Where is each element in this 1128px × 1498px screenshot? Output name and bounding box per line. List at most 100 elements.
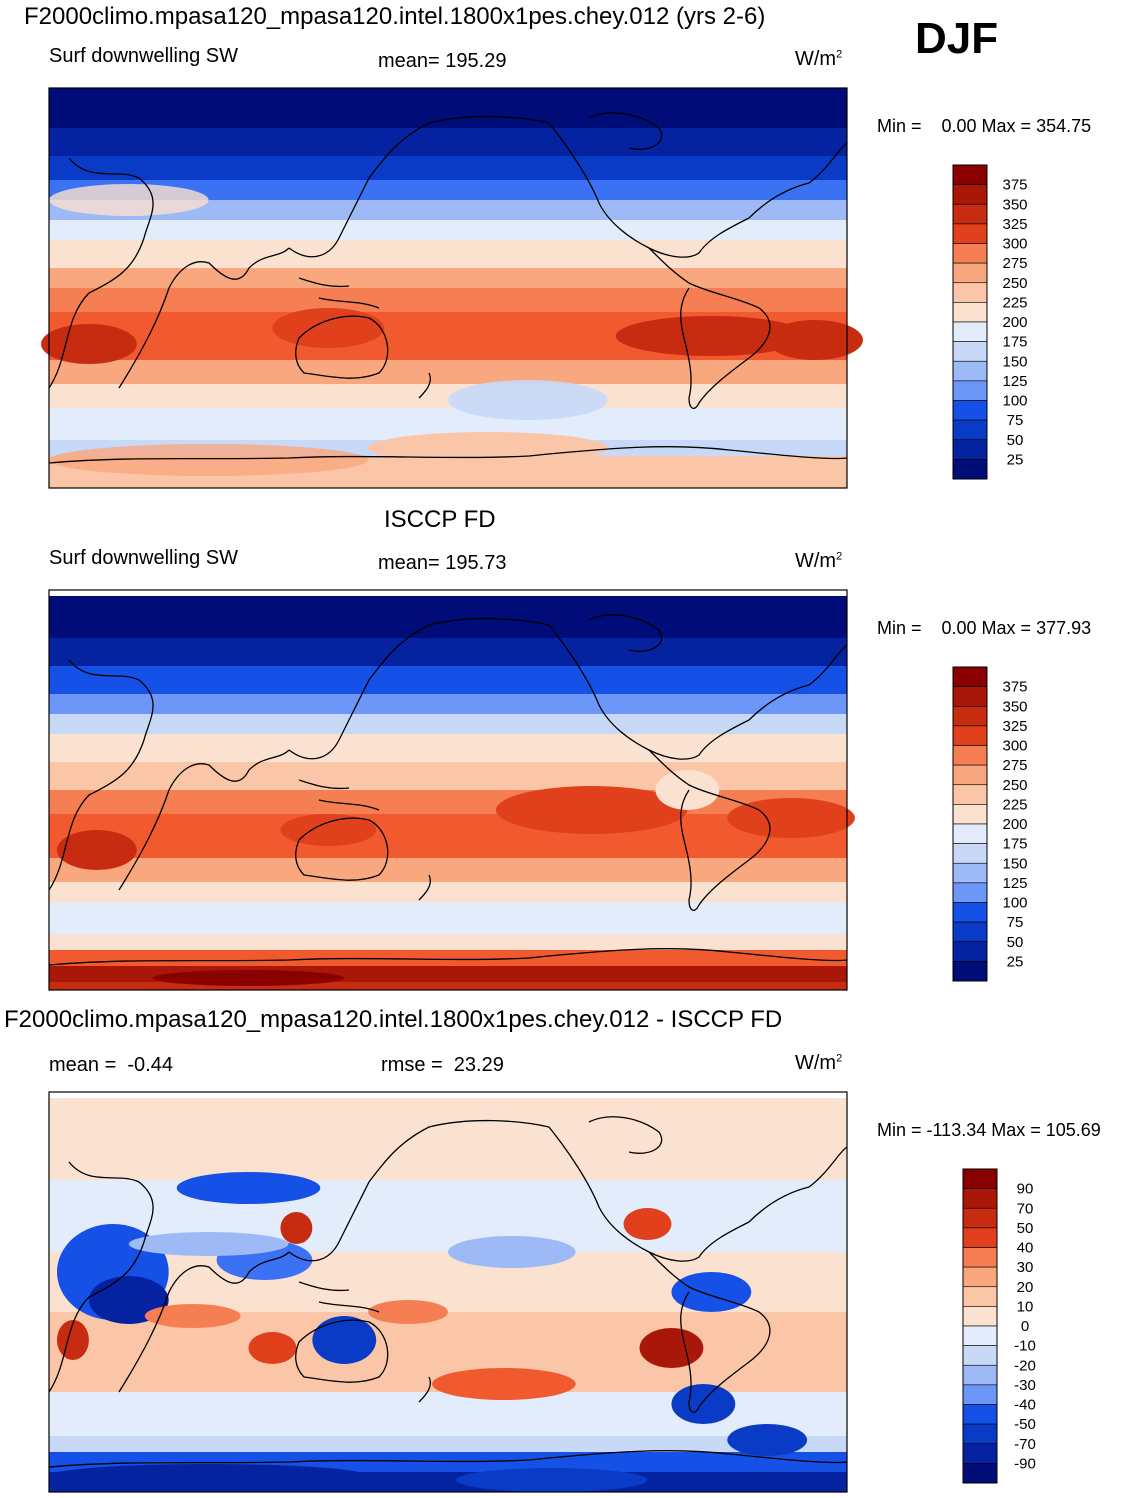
colorbar-box [952,921,988,943]
colorbar-label: 300 [1002,236,1027,253]
colorbar-box [962,1168,998,1189]
colorbar-label: 50 [1007,432,1024,449]
panel3-rmse: rmse = 23.29 [381,1054,504,1076]
colorbar-label: 175 [1002,836,1027,853]
panel2-mean: mean= 195.73 [378,552,507,574]
panel3-minmax: Min = -113.34 Max = 105.69 [877,1120,1101,1140]
coastline [588,112,663,150]
coastline [298,779,380,811]
panel2-title: ISCCP FD [384,506,496,533]
colorbar-label: 25 [1007,953,1024,970]
coastline [48,157,154,389]
panel3-map [48,1091,848,1493]
coastline [548,122,848,258]
colorbar-box [962,1325,998,1346]
colorbar-label: 150 [1002,855,1027,872]
field-blob [312,1316,377,1364]
colorbar-box [952,784,988,805]
field-band [49,762,847,791]
colorbar-label: 75 [1007,914,1024,931]
coastline [418,874,431,901]
coastline [48,659,154,891]
coastline [588,1116,663,1154]
colorbar-box [962,1384,998,1405]
colorbar-box [962,1188,998,1209]
coastline [118,1251,290,1393]
coastline [298,1281,380,1313]
colorbar-box [952,843,988,864]
colorbar-label: 150 [1002,353,1027,370]
field-blob [272,308,385,348]
field-blob [448,380,608,420]
colorbar-frame [952,164,988,480]
field-band [49,694,847,715]
coastline [295,817,389,881]
field-band [49,714,847,735]
colorbar-label: 100 [1002,895,1027,912]
panel1-map [41,87,863,489]
colorbar-label: 50 [1007,934,1024,951]
colorbar-label: 70 [1017,1200,1034,1217]
coastline [118,247,290,389]
panel1-units: W/m2 [795,48,843,70]
colorbar-label: -90 [1014,1455,1036,1472]
colorbar-box [952,961,988,982]
colorbar-box [952,380,988,401]
colorbar-label: 325 [1002,216,1027,233]
colorbar-box [952,203,988,225]
field-band [49,360,847,385]
panel2-colorbar: 375 350 325 300 275 250 225 200 175 150 125 100 75 50… [952,666,1028,982]
season-label: DJF [915,14,999,63]
colorbar-label: 75 [1007,412,1024,429]
colorbar-label: -70 [1014,1436,1036,1453]
colorbar-box [952,223,988,244]
map-frame [48,589,848,991]
field-blob [448,1236,576,1268]
field-blob [432,1368,576,1400]
field-blob [368,1300,448,1324]
colorbar-box [952,862,988,884]
panel2-minmax: Min = 0.00 Max = 377.93 [877,618,1092,638]
colorbar-label: 275 [1002,255,1027,272]
field-band [49,180,847,201]
panel1-minmax: Min = 0.00 Max = 354.75 [877,116,1092,136]
field-blob [41,324,137,364]
field-band [49,858,847,883]
panel2-map [48,589,855,991]
colorbar-label: 350 [1002,698,1027,715]
colorbar-box [952,262,988,284]
colorbar-label: 225 [1002,294,1027,311]
coastline [48,1161,154,1393]
field-blob [671,1384,736,1424]
colorbar-label: -10 [1014,1338,1036,1355]
field-band [49,1098,847,1181]
field-blob [671,1272,752,1312]
field-band [49,596,847,639]
colorbar-box [952,184,988,205]
colorbar-label: 125 [1002,373,1027,390]
coastline [648,749,771,912]
colorbar-label: -30 [1014,1377,1036,1394]
colorbar-box [952,419,988,441]
colorbar-frame [952,666,988,982]
field-band [49,200,847,221]
colorbar-label: 275 [1002,757,1027,774]
field-blob [623,1208,672,1240]
colorbar-label: 200 [1002,816,1027,833]
colorbar-label: 350 [1002,196,1027,213]
field-band [49,1092,847,1099]
colorbar-box [952,705,988,727]
field-band [49,638,847,667]
colorbar-label: 10 [1017,1298,1034,1315]
field-band [49,902,847,935]
colorbar-box [952,804,988,825]
colorbar-label: 125 [1002,875,1027,892]
colorbar-label: 50 [1017,1220,1034,1237]
colorbar-box [962,1286,998,1307]
colorbar-box [952,823,988,844]
colorbar-box [962,1443,998,1464]
field-blob [176,1172,321,1204]
field-blob [144,1304,241,1328]
colorbar-label: 250 [1002,777,1027,794]
field-blob [56,1320,89,1360]
